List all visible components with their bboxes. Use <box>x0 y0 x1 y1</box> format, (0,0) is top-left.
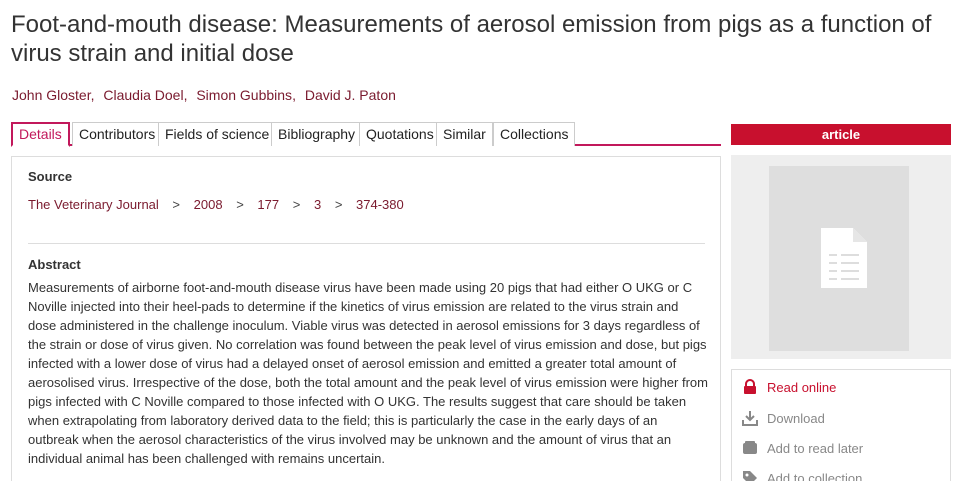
abstract-text: Measurements of airborne foot-and-mouth … <box>28 280 708 466</box>
article-type-banner: article <box>731 124 951 145</box>
download-label: Download <box>767 410 825 426</box>
author-link[interactable]: Claudia Doel <box>103 87 184 103</box>
abstract-heading: Abstract <box>28 257 81 272</box>
lock-icon <box>744 379 756 394</box>
tab-quotations[interactable]: Quotations <box>359 122 441 146</box>
add-to-collection-label: Add to collection <box>767 470 863 481</box>
details-panel: Source The Veterinary Journal > 2008 > 1… <box>11 156 721 481</box>
add-to-collection-button[interactable]: Add to collection <box>742 470 862 481</box>
section-divider <box>28 243 705 244</box>
breadcrumb-separator: > <box>172 197 181 212</box>
download-icon <box>742 411 758 426</box>
author-link[interactable]: John Gloster <box>12 87 91 103</box>
cover-thumbnail <box>731 155 951 359</box>
author-link[interactable]: David J. Paton <box>304 87 396 103</box>
breadcrumb-issue[interactable]: 3 <box>313 197 322 212</box>
read-online-label: Read online <box>767 379 837 395</box>
tab-bar: Details Contributors Fields of science B… <box>11 122 721 147</box>
tab-contributors[interactable]: Contributors <box>72 122 163 146</box>
breadcrumb-pages[interactable]: 374-380 <box>356 197 404 212</box>
breadcrumb-volume[interactable]: 177 <box>257 197 280 212</box>
author-list: John Gloster, Claudia Doel, Simon Gubbin… <box>12 87 396 103</box>
read-later-button[interactable]: Add to read later <box>742 440 863 456</box>
breadcrumb-separator: > <box>292 197 301 212</box>
breadcrumb-journal[interactable]: The Veterinary Journal <box>28 197 159 212</box>
breadcrumb-year[interactable]: 2008 <box>193 197 223 212</box>
document-icon <box>821 228 867 288</box>
tab-collections[interactable]: Collections <box>493 122 576 146</box>
tab-similar[interactable]: Similar <box>436 122 493 146</box>
read-online-button[interactable]: Read online <box>742 379 836 395</box>
action-list: Read online Download Add to read later A… <box>731 369 951 481</box>
source-breadcrumb: The Veterinary Journal > 2008 > 177 > 3 … <box>28 197 404 212</box>
download-button[interactable]: Download <box>742 410 825 426</box>
breadcrumb-separator: > <box>236 197 244 212</box>
article-title: Foot-and-mouth disease: Measurements of … <box>11 11 932 67</box>
breadcrumb-separator: > <box>334 197 343 212</box>
tab-details[interactable]: Details <box>11 122 70 147</box>
author-link[interactable]: Simon Gubbins <box>196 87 293 103</box>
tag-icon <box>743 471 757 481</box>
read-later-label: Add to read later <box>767 440 864 456</box>
tab-fields-of-science[interactable]: Fields of science <box>158 122 277 146</box>
tab-bibliography[interactable]: Bibliography <box>271 122 363 146</box>
bookmark-icon <box>743 441 757 454</box>
source-heading: Source <box>28 169 73 184</box>
